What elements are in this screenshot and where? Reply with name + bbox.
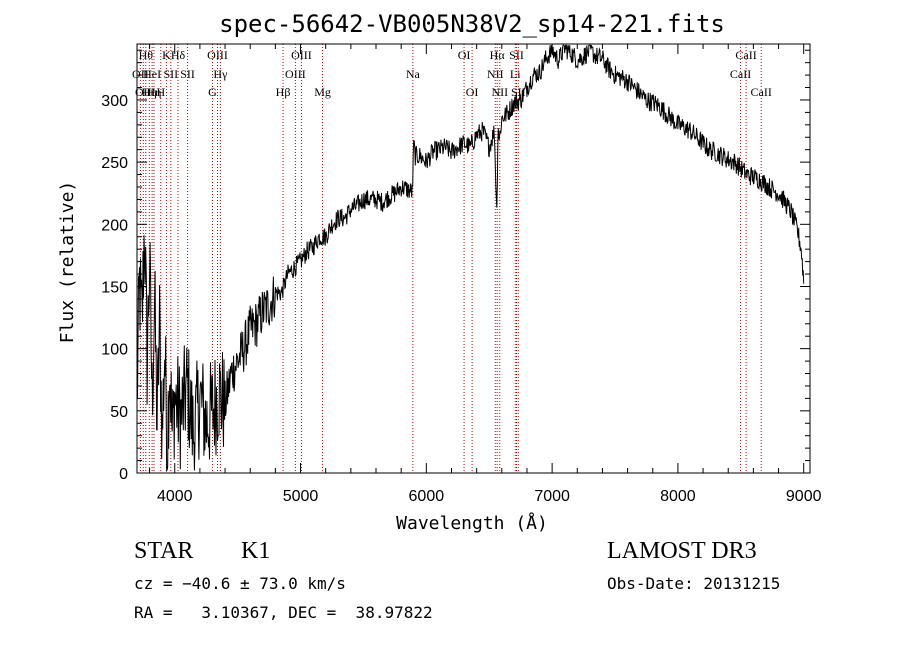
x-tick-label: 8000	[660, 488, 696, 505]
emission-line-label: SII	[180, 67, 195, 81]
emission-line-label: K	[162, 48, 171, 62]
emission-line-label: Hα	[490, 48, 506, 62]
emission-line-label: SII	[164, 67, 179, 81]
emission-line-label: OIII	[207, 48, 228, 62]
emission-line-label: CaII	[751, 85, 772, 99]
emission-line-label: Hη	[142, 85, 157, 99]
x-tick-label: 9000	[786, 488, 822, 505]
object-subclass: K1	[241, 538, 271, 564]
redshift-cz: cz = −40.6 ± 73.0 km/s	[134, 574, 346, 593]
emission-line-label: CaII	[730, 67, 751, 81]
y-tick-label: 200	[101, 217, 128, 234]
emission-line-label: Mg	[314, 85, 331, 99]
flux-series-line	[136, 44, 805, 473]
y-tick-label: 0	[119, 466, 128, 483]
emission-line-label: OI	[458, 48, 471, 62]
emission-line-label: Li	[510, 67, 521, 81]
x-axis-label: Wavelength (Å)	[396, 512, 548, 534]
ra-dec-coordinates: RA = 3.10367, DEC = 38.97822	[134, 603, 433, 622]
emission-line-label: Hβ	[276, 85, 291, 99]
x-tick-label: 7000	[534, 488, 570, 505]
y-axis-ticks: 0 50 100 150 200 250 300	[101, 49, 810, 483]
emission-line-label: Hγ	[213, 67, 228, 81]
emission-line-label: OIII	[291, 48, 312, 62]
emission-line-label: CaII	[735, 48, 756, 62]
emission-line-label: OI	[466, 85, 479, 99]
emission-line-label: OIII	[285, 67, 306, 81]
plot-frame	[136, 43, 811, 474]
emission-line-label: Hθ	[139, 48, 154, 62]
x-axis-ticks: 4000 5000 6000 7000 8000 9000	[149, 44, 822, 505]
y-tick-label: 300	[101, 93, 128, 110]
x-tick-label: 4000	[157, 488, 193, 505]
emission-line-label: NII	[487, 67, 504, 81]
y-axis-label: Flux (relative)	[57, 181, 78, 344]
emission-line-markers: OII OII Hθ Hη HeI HηH K SII Hδ SII G OIII Hγ Hβ OIII OI…	[132, 44, 772, 473]
object-class: STAR	[134, 538, 194, 564]
x-tick-label: 6000	[409, 488, 445, 505]
x-tick-label: 5000	[283, 488, 319, 505]
emission-line-label: G	[208, 85, 217, 99]
emission-line-label: Hδ	[171, 48, 186, 62]
survey-name: LAMOST DR3	[607, 538, 757, 564]
observation-date: Obs-Date: 20131215	[607, 574, 781, 593]
emission-line-label: HeI	[143, 67, 161, 81]
y-tick-label: 250	[101, 155, 128, 172]
emission-line-label: Hη	[147, 85, 162, 99]
emission-line-label: SII	[509, 48, 524, 62]
emission-line-label: OII	[135, 85, 152, 99]
emission-line-label: NII	[491, 85, 508, 99]
emission-line-label: H	[156, 85, 165, 99]
y-tick-label: 100	[101, 342, 128, 359]
emission-line-label: Na	[406, 67, 421, 81]
y-tick-label: 150	[101, 279, 128, 296]
y-tick-label: 50	[110, 404, 128, 421]
chart-title: spec-56642-VB005N38V2_sp14-221.fits	[219, 10, 725, 38]
emission-line-label: OII	[132, 67, 149, 81]
